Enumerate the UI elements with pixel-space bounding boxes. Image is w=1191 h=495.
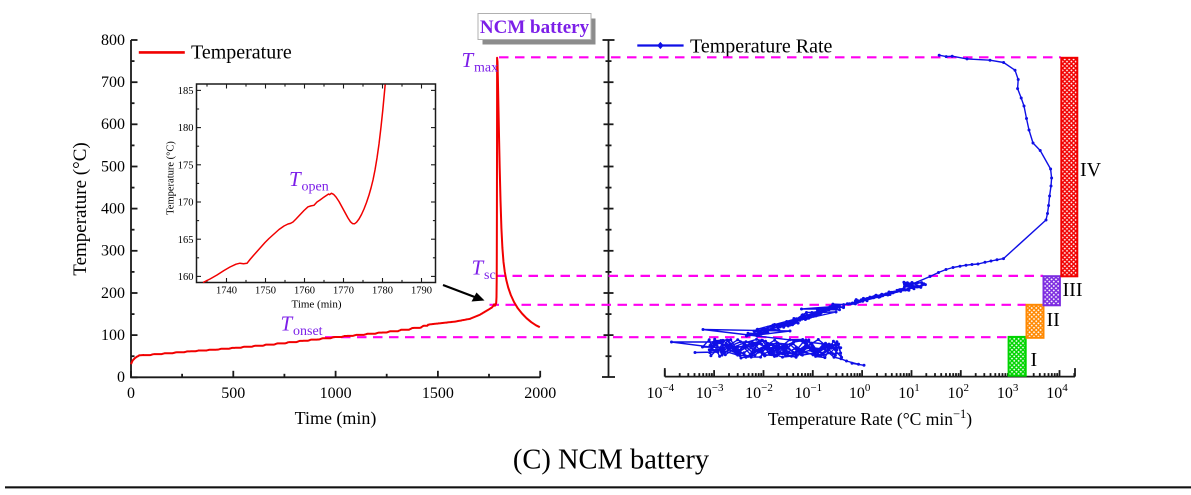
svg-text:Temperature Rate: Temperature Rate — [690, 35, 833, 57]
svg-text:1790: 1790 — [411, 286, 432, 297]
svg-text:1740: 1740 — [216, 286, 237, 297]
svg-text:NCM battery: NCM battery — [480, 17, 590, 38]
svg-text:500: 500 — [101, 158, 125, 175]
svg-text:170: 170 — [178, 198, 194, 209]
svg-text:sc: sc — [484, 268, 496, 283]
svg-text:max: max — [474, 61, 498, 76]
svg-text:0: 0 — [127, 385, 135, 402]
svg-text:700: 700 — [101, 74, 125, 91]
svg-text:800: 800 — [101, 32, 125, 49]
svg-text:onset: onset — [293, 324, 323, 339]
svg-text:165: 165 — [178, 235, 194, 246]
svg-text:II: II — [1047, 309, 1060, 331]
svg-text:1000: 1000 — [320, 385, 352, 402]
svg-text:T: T — [472, 256, 485, 280]
svg-text:Temperature Rate (°C min−1): Temperature Rate (°C min−1) — [768, 407, 972, 429]
svg-text:T: T — [281, 312, 294, 336]
svg-text:Time (min): Time (min) — [295, 408, 377, 429]
svg-text:400: 400 — [101, 200, 125, 217]
svg-text:500: 500 — [221, 385, 245, 402]
svg-text:0: 0 — [117, 369, 125, 386]
svg-text:1770: 1770 — [333, 286, 354, 297]
svg-text:100: 100 — [101, 327, 125, 344]
svg-text:T: T — [289, 167, 302, 191]
svg-text:600: 600 — [101, 116, 125, 133]
svg-text:175: 175 — [178, 160, 194, 171]
svg-text:200: 200 — [101, 285, 125, 302]
svg-text:T: T — [462, 48, 475, 72]
svg-text:1500: 1500 — [422, 385, 454, 402]
svg-text:IV: IV — [1080, 159, 1102, 181]
svg-text:III: III — [1063, 279, 1083, 301]
svg-text:2000: 2000 — [524, 385, 556, 402]
svg-text:160: 160 — [178, 272, 194, 283]
svg-text:open: open — [302, 180, 329, 195]
svg-text:1780: 1780 — [372, 286, 393, 297]
svg-text:(C) NCM battery: (C) NCM battery — [513, 445, 710, 476]
svg-text:1760: 1760 — [294, 286, 315, 297]
svg-text:1750: 1750 — [255, 286, 276, 297]
svg-text:185: 185 — [178, 86, 194, 97]
svg-text:I: I — [1031, 349, 1038, 371]
svg-text:Temperature: Temperature — [191, 42, 292, 64]
svg-text:Temperature (°C): Temperature (°C) — [166, 141, 177, 215]
svg-text:Time (min): Time (min) — [291, 299, 341, 311]
svg-text:Temperature (°C): Temperature (°C) — [70, 142, 91, 275]
svg-text:300: 300 — [101, 243, 125, 260]
svg-text:180: 180 — [178, 123, 194, 134]
